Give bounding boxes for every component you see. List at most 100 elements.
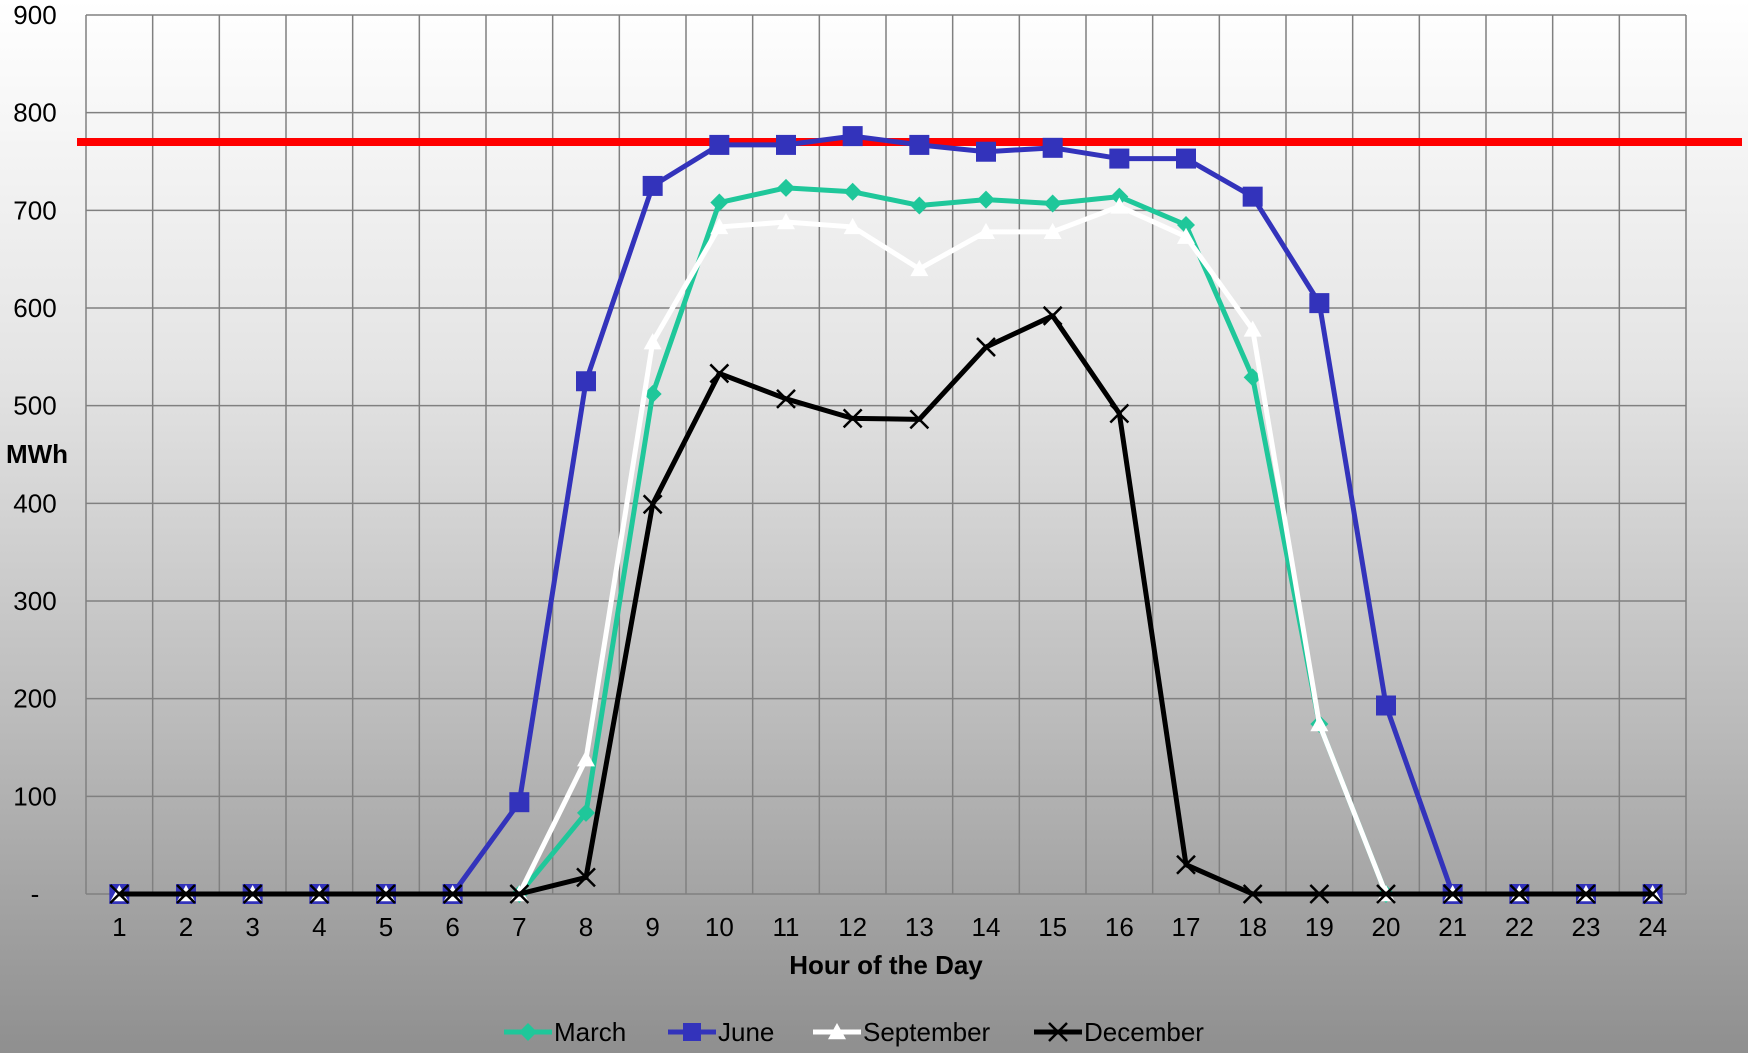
data-point-x — [1509, 884, 1530, 904]
data-point-x — [1576, 884, 1596, 904]
x-tick-label: 11 — [773, 912, 800, 942]
data-point-diamond — [1177, 215, 1195, 234]
y-tick-label: 700 — [13, 195, 56, 225]
data-point-x — [1048, 1022, 1068, 1042]
data-point-square — [709, 134, 730, 155]
legend-label: March — [554, 1017, 626, 1047]
y-tick-label: - — [31, 879, 40, 909]
x-tick-label: 23 — [1572, 912, 1601, 942]
data-point-x — [842, 408, 863, 429]
x-tick-label: 8 — [579, 912, 593, 942]
data-point-diamond — [577, 803, 595, 822]
data-point-square — [1309, 293, 1330, 314]
series-december — [109, 305, 1663, 904]
data-point-square — [683, 1023, 701, 1041]
data-point-square — [776, 134, 796, 155]
data-point-square — [1109, 148, 1130, 169]
data-point-square — [1042, 137, 1063, 158]
data-point-x — [176, 884, 196, 904]
y-tick-label: 400 — [13, 488, 56, 518]
data-point-triangle — [1043, 222, 1062, 240]
data-point-square — [909, 134, 930, 155]
x-tick-label: 4 — [312, 912, 326, 942]
data-point-x — [1242, 884, 1263, 904]
data-point-triangle — [1177, 227, 1195, 244]
y-tick-labels: - 100 200 300 400 500 600 700 800 900 — [13, 0, 56, 909]
data-point-diamond — [1043, 194, 1062, 213]
series-line — [119, 313, 1653, 897]
legend-label: December — [1084, 1017, 1204, 1047]
y-tick-label: 300 — [13, 586, 56, 616]
x-tick-label: 3 — [245, 912, 259, 942]
x-tick-label: 5 — [379, 912, 393, 942]
data-point-x — [1442, 884, 1463, 904]
grid — [85, 14, 1687, 895]
y-tick-label: 100 — [13, 781, 56, 811]
data-point-x — [376, 884, 396, 904]
x-tick-label: 12 — [838, 912, 867, 942]
data-point-x — [242, 884, 263, 904]
x-tick-label: 24 — [1638, 912, 1667, 942]
y-tick-label: 200 — [13, 684, 56, 714]
x-tick-labels: 1 2 3 4 5 6 7 8 9 10 11 12 13 14 15 16 17 18 19 20 21 22 23 24 — [112, 912, 1667, 942]
data-point-x — [442, 884, 463, 904]
data-point-x — [576, 867, 596, 888]
data-point-triangle — [777, 213, 795, 230]
legend-label: September — [863, 1017, 991, 1047]
x-tick-label: 13 — [905, 912, 934, 942]
data-point-diamond — [710, 193, 729, 212]
x-tick-label: 14 — [972, 912, 1001, 942]
data-point-triangle — [1110, 197, 1129, 214]
legend-item-march: March — [504, 1017, 626, 1047]
x-tick-label: 16 — [1105, 912, 1134, 942]
data-point-diamond — [977, 190, 995, 209]
legend: March June September December — [504, 1017, 1204, 1047]
y-tick-label: 800 — [13, 98, 56, 128]
data-point-square — [642, 175, 663, 196]
data-point-x — [1376, 884, 1396, 904]
x-tick-label: 22 — [1505, 912, 1534, 942]
data-point-x — [109, 884, 130, 904]
data-point-x — [642, 494, 663, 515]
data-point-diamond — [643, 384, 662, 403]
y-tick-label: 900 — [13, 0, 56, 30]
y-axis-title: MWh — [6, 439, 68, 469]
x-tick-label: 18 — [1238, 912, 1267, 942]
data-point-triangle — [1243, 320, 1262, 337]
data-point-x — [1642, 884, 1663, 904]
series-layer — [109, 126, 1663, 904]
data-point-triangle — [643, 333, 662, 350]
x-tick-label: 1 — [112, 912, 126, 942]
data-point-x — [1309, 884, 1330, 904]
legend-item-june: June — [668, 1017, 774, 1047]
data-point-square — [576, 371, 596, 392]
data-point-diamond — [1110, 187, 1129, 206]
data-point-diamond — [910, 196, 929, 215]
x-tick-label: 17 — [1172, 912, 1201, 942]
data-point-diamond — [843, 182, 862, 201]
x-tick-label: 6 — [445, 912, 459, 942]
x-tick-label: 21 — [1438, 912, 1467, 942]
data-point-x — [909, 409, 930, 430]
data-point-x — [709, 363, 730, 384]
data-point-triangle — [828, 1023, 846, 1040]
legend-item-september: September — [813, 1017, 991, 1047]
x-tick-label: 15 — [1038, 912, 1067, 942]
legend-label: June — [718, 1017, 774, 1047]
data-point-square — [842, 126, 863, 147]
x-tick-label: 9 — [645, 912, 659, 942]
data-point-square — [1176, 148, 1196, 169]
x-tick-label: 10 — [705, 912, 734, 942]
data-point-diamond — [777, 178, 795, 197]
data-point-x — [1109, 403, 1130, 424]
data-point-square — [976, 141, 996, 162]
x-tick-label: 20 — [1372, 912, 1401, 942]
data-point-triangle — [977, 222, 995, 240]
x-axis-title: Hour of the Day — [789, 950, 983, 980]
data-point-diamond — [519, 1023, 537, 1041]
x-tick-label: 19 — [1305, 912, 1334, 942]
y-tick-label: 600 — [13, 293, 56, 323]
data-point-x — [1176, 854, 1196, 875]
data-point-x — [509, 884, 530, 904]
